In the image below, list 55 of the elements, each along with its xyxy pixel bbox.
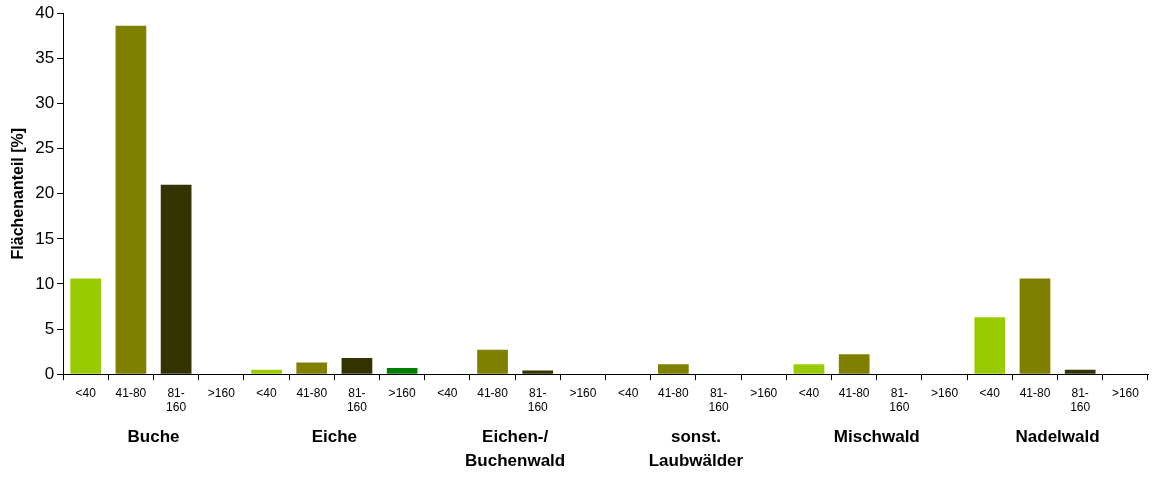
bar [341, 357, 373, 374]
bar [160, 184, 192, 374]
bar [477, 349, 508, 374]
x-tick-label: <40 [798, 385, 820, 400]
bar [70, 278, 102, 374]
bar [1019, 278, 1051, 374]
x-tick-label: 81-160 [346, 385, 368, 415]
x-tick-label: >160 [931, 385, 959, 400]
x-tick-label: 81-160 [708, 385, 729, 415]
bar [251, 369, 282, 374]
x-tick-label: <40 [75, 385, 97, 400]
bar [386, 367, 418, 374]
bar [793, 364, 825, 374]
x-tick-label: 81-160 [889, 385, 910, 415]
x-tick-label: 41-80 [296, 385, 328, 400]
bar [115, 25, 147, 374]
x-tick-label: 81-160 [527, 385, 549, 415]
y-tick-label: 20 [35, 183, 55, 203]
text: Eichen-/Buchenwald [465, 427, 566, 471]
y-tick-label: 0 [44, 363, 55, 383]
x-tick-label: <40 [617, 385, 639, 400]
x-tick-label: 41-80 [115, 385, 147, 400]
x-tick-label: <40 [256, 385, 278, 400]
x-tick-label: >160 [569, 385, 597, 400]
x-tick-label: 41-80 [838, 385, 870, 400]
text: sonst. Laubwälder [648, 427, 744, 471]
x-tick-label: >160 [1111, 385, 1140, 400]
y-axis-title: Flächenanteil [%] [9, 127, 27, 260]
x-tick-label: 41-80 [1019, 385, 1051, 400]
bar [296, 362, 328, 374]
bar [838, 354, 870, 374]
y-tick-label: 10 [35, 273, 55, 293]
x-tick-label: 41-80 [477, 385, 509, 400]
text: Mischwald [833, 427, 920, 447]
y-tick-label: 15 [35, 228, 55, 248]
bar [657, 364, 689, 374]
x-tick-label: >160 [750, 385, 778, 400]
bar [1064, 369, 1096, 374]
y-tick-label: 35 [35, 48, 55, 68]
x-tick-label: <40 [437, 385, 458, 400]
y-tick-label: 40 [35, 2, 55, 22]
y-tick-label: 5 [44, 318, 55, 338]
text: Buche [127, 427, 180, 447]
y-tick-label: 30 [35, 93, 55, 113]
x-tick-label: 41-80 [658, 385, 690, 400]
x-tick-label: 81-160 [166, 385, 187, 415]
x-tick-label: 81-160 [1070, 385, 1091, 415]
text: Nadelwald [1015, 427, 1100, 447]
text: Eiche [311, 427, 358, 447]
bar [522, 370, 554, 374]
x-tick-label: <40 [979, 385, 1001, 400]
x-tick-label: >160 [207, 385, 236, 400]
x-tick-label: >160 [388, 385, 416, 400]
bar [974, 317, 1006, 374]
y-tick-label: 25 [35, 138, 55, 158]
